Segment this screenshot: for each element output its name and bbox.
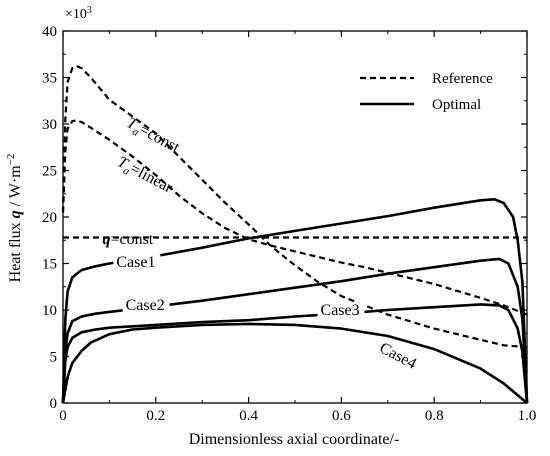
- series-label-mask: [373, 338, 424, 376]
- series-label-case1: Case1: [116, 254, 155, 271]
- series-label-case3: Case3: [321, 302, 360, 319]
- y-tick-label: 0: [50, 396, 58, 412]
- y-tick-label: 30: [42, 117, 57, 133]
- series-layer: [61, 65, 529, 404]
- x-axis-label: Dimensionless axial coordinate/-: [189, 431, 400, 448]
- y-tick-label: 5: [50, 350, 58, 366]
- series-label-mask: [317, 302, 365, 320]
- series-label-mask: [122, 297, 170, 314]
- x-tick-label: 0.4: [239, 408, 258, 424]
- series-line-case1: [61, 198, 529, 404]
- series-line-ta-linear: [61, 119, 528, 316]
- legend-label-reference: Reference: [432, 71, 493, 87]
- series-line-case3: [61, 303, 529, 404]
- x-tick-label: 0.8: [425, 408, 444, 424]
- series-label-ta-const: Ta=const: [122, 114, 182, 159]
- x-tick-label: 0: [59, 408, 67, 424]
- series-label-mask: [113, 254, 161, 272]
- series-label-ta-linear: Ta=linear: [113, 153, 176, 199]
- series-label-q-const: q=const: [102, 231, 153, 248]
- y-tick-label: 25: [42, 164, 57, 180]
- y-multiplier-label: ×103: [65, 5, 92, 22]
- x-tick-label: 1.0: [518, 408, 537, 424]
- series-line-case2: [61, 257, 529, 404]
- series-label-case2: Case2: [126, 297, 165, 314]
- legend: Reference Optimal: [360, 71, 493, 113]
- ticks-layer: 0 0.2 0.4 0.6 0.8 1.0 0 5 10 15 20 25 30 35 40: [42, 24, 536, 424]
- y-axis-label: Heat flux q / W·m−2: [5, 154, 24, 283]
- x-tick-label: 0.6: [332, 408, 351, 424]
- y-tick-label: 10: [42, 303, 57, 319]
- series-line-ta-const: [61, 65, 528, 349]
- y-tick-label: 40: [42, 24, 57, 40]
- series-line-case4: [61, 322, 528, 404]
- y-tick-label: 20: [42, 210, 57, 226]
- y-tick-label: 35: [42, 71, 57, 87]
- x-tick-label: 0.2: [146, 408, 165, 424]
- legend-label-optimal: Optimal: [432, 97, 481, 113]
- series-label-case4: Case4: [377, 339, 420, 372]
- y-tick-label: 15: [42, 257, 57, 273]
